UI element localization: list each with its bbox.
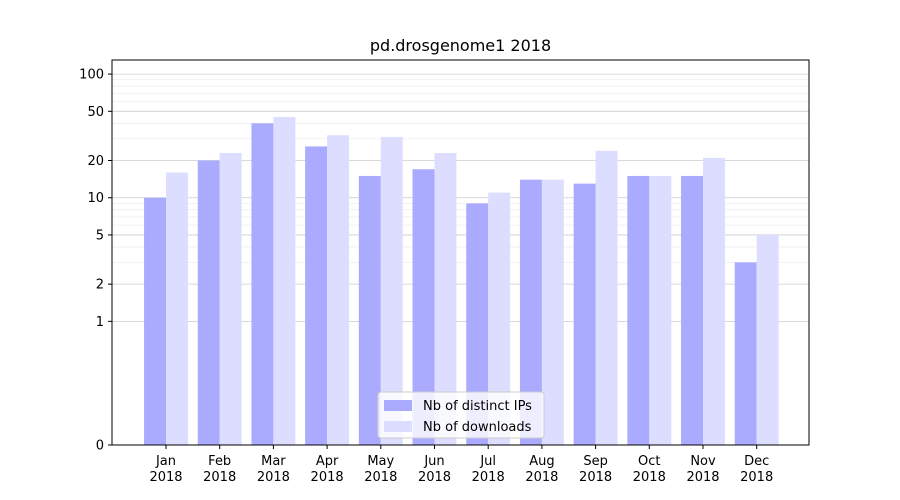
bar-ips (412, 169, 435, 445)
bar-downloads (273, 116, 296, 445)
bar-downloads (649, 175, 672, 445)
x-tick-label: Dec 2018 (740, 454, 773, 485)
legend: Nb of distinct IPs Nb of downloads (377, 391, 545, 439)
y-tick-label: 2 (96, 278, 104, 293)
y-tick-label: 5 (96, 228, 104, 243)
bar-ips (573, 183, 596, 445)
x-tick-label: Oct 2018 (633, 454, 666, 485)
bar-downloads (327, 135, 350, 445)
x-tick-label: Nov 2018 (686, 454, 719, 485)
bars (144, 116, 779, 446)
y-axis: 0 1 2 5 10 20 50 100 (79, 68, 112, 454)
legend-swatch (384, 421, 412, 432)
chart-title: pd.drosgenome1 2018 (370, 36, 551, 55)
y-tick-label: 100 (79, 68, 104, 83)
legend-swatch (384, 400, 412, 411)
bar-ips (734, 262, 757, 445)
legend-label: Nb of distinct IPs (423, 399, 532, 414)
bar-downloads (219, 153, 242, 445)
bar-ips (251, 123, 274, 445)
bar-downloads (434, 153, 457, 445)
x-tick-label: Feb 2018 (203, 454, 236, 485)
legend-label: Nb of downloads (423, 420, 532, 435)
bar-ips (197, 160, 220, 445)
bar-ips (144, 197, 166, 445)
y-tick-label: 50 (87, 105, 104, 120)
bar-downloads (166, 172, 188, 446)
bar-downloads (380, 136, 403, 445)
x-tick-label: Jan 2018 (149, 454, 182, 485)
x-tick-label: Sep 2018 (579, 454, 612, 485)
y-tick-label: 10 (87, 191, 104, 206)
x-axis: Jan 2018 Feb 2018 Mar 2018 Apr 2018 May 2018 Jun 20… (149, 445, 773, 485)
bar-ips (681, 175, 703, 445)
bar-ips (627, 175, 650, 445)
legend-box (377, 391, 545, 439)
y-tick-label: 0 (96, 439, 104, 454)
bar-ips (358, 175, 381, 445)
x-tick-label: May 2018 (364, 454, 397, 485)
bar-downloads (541, 179, 564, 446)
x-tick-label: Jun 2018 (418, 454, 451, 485)
bar-ips (466, 203, 489, 445)
x-tick-label: Apr 2018 (311, 454, 344, 485)
y-tick-label: 20 (87, 154, 104, 169)
y-tick-label: 1 (96, 315, 104, 330)
bar-downloads (703, 157, 725, 446)
bar-downloads (488, 192, 511, 445)
bar-downloads (595, 150, 618, 445)
bar-downloads (756, 234, 779, 445)
x-tick-label: Mar 2018 (257, 454, 290, 485)
x-tick-label: Aug 2018 (525, 454, 558, 485)
bar-ips (305, 146, 328, 445)
bar-ips (519, 179, 542, 446)
x-tick-label: Jul 2018 (472, 454, 505, 485)
plot-frame (111, 59, 810, 446)
